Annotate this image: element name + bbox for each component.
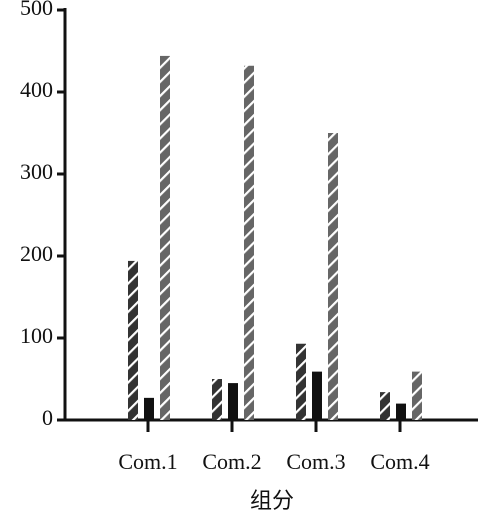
bar (244, 65, 254, 420)
x-tick-label: Com.3 (286, 449, 345, 474)
x-tick-label: Com.1 (118, 449, 177, 474)
bar (412, 371, 422, 420)
y-tick-label: 500 (20, 0, 53, 20)
bar (160, 55, 170, 421)
bar (328, 133, 338, 420)
bar (380, 392, 390, 420)
bar (144, 397, 154, 420)
y-tick-label: 300 (20, 159, 53, 184)
x-tick-label: Com.2 (202, 449, 261, 474)
y-tick-label: 0 (42, 405, 53, 430)
bar (296, 343, 306, 420)
bar (128, 260, 138, 420)
y-tick-label: 400 (20, 77, 53, 102)
x-tick-label: Com.4 (370, 449, 429, 474)
y-tick-label: 100 (20, 323, 53, 348)
x-axis-label: 组分 (250, 488, 294, 513)
bar (228, 383, 238, 420)
bar (312, 371, 322, 420)
y-tick-label: 200 (20, 241, 53, 266)
bar (212, 379, 222, 420)
bar (396, 403, 406, 420)
